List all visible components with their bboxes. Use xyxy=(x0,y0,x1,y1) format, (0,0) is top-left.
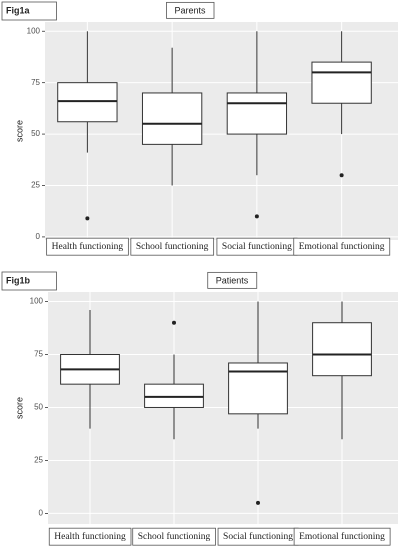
figure-label: Fig1b xyxy=(6,275,31,285)
y-tick-label: 0 xyxy=(36,232,41,241)
box xyxy=(144,383,204,408)
outlier xyxy=(85,216,90,221)
label-box xyxy=(130,237,215,256)
label-box xyxy=(46,237,129,256)
x-tick-label: Health functioning xyxy=(52,241,124,252)
y-tick-label: 25 xyxy=(34,456,43,465)
y-tick-label: 50 xyxy=(34,403,43,412)
figure-label-box xyxy=(1,271,57,291)
plot-background xyxy=(45,22,398,240)
x-tick-label: Social functioning xyxy=(222,241,292,252)
label-box xyxy=(166,1,215,19)
figure-label: Fig1a xyxy=(6,5,31,15)
figure-label-box xyxy=(1,1,57,21)
x-tick-label: School functioning xyxy=(136,241,209,252)
chart-title: Parents xyxy=(174,5,206,15)
label-box xyxy=(293,237,391,256)
y-axis-label: score xyxy=(14,120,24,142)
y-tick-label: 25 xyxy=(31,181,40,190)
outlier xyxy=(172,320,176,325)
y-tick-label: 100 xyxy=(30,297,44,306)
y-tick-label: 75 xyxy=(34,350,43,359)
x-tick-label: School functioning xyxy=(138,531,211,542)
outlier xyxy=(256,500,260,505)
y-tick-label: 0 xyxy=(39,509,44,518)
y-tick-label: 75 xyxy=(31,78,40,87)
y-axis-label: score xyxy=(14,397,24,419)
label-box xyxy=(132,527,216,546)
x-tick-label: Emotional functioning xyxy=(299,241,385,252)
outlier xyxy=(254,214,259,219)
x-tick-label: Social functioning xyxy=(223,531,293,542)
y-tick-label: 100 xyxy=(27,26,41,35)
label-box xyxy=(207,271,258,289)
x-tick-label: Emotional functioning xyxy=(299,531,385,542)
y-tick-label: 50 xyxy=(31,129,40,138)
box xyxy=(226,92,288,135)
label-box xyxy=(48,527,132,546)
box xyxy=(311,61,372,104)
label-box xyxy=(293,527,391,546)
x-tick-label: Health functioning xyxy=(54,531,126,542)
outlier xyxy=(339,173,344,178)
box xyxy=(141,92,203,145)
box xyxy=(312,322,372,377)
box xyxy=(57,82,118,123)
chart-title: Patients xyxy=(216,275,249,285)
